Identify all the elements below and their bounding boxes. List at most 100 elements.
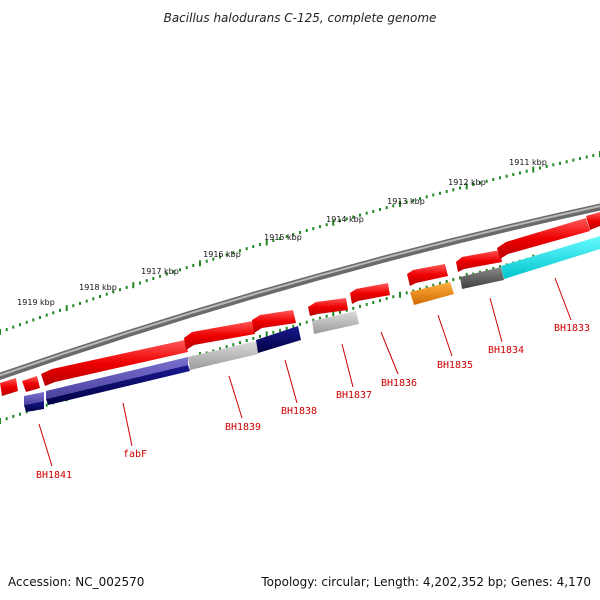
scale-label-1915: 1915 kbp: [264, 233, 302, 242]
gene-label-bh1838[interactable]: BH1838: [281, 406, 317, 417]
gene-arrow[interactable]: [407, 264, 448, 286]
scale-labels: 1911 kbp 1912 kbp 1913 kbp 1914 kbp 1915…: [17, 158, 547, 307]
scale-tick: [339, 219, 341, 223]
gene-label-bh1841[interactable]: BH1841: [36, 470, 72, 481]
scale-tick: [392, 295, 395, 299]
scale-tick: [432, 283, 435, 287]
scale-tick: [432, 193, 435, 197]
gene-bar-slate[interactable]: [24, 392, 44, 405]
scale-tick: [319, 225, 321, 229]
scale-tick: [85, 299, 88, 303]
scale-tick: [105, 292, 108, 296]
scale-tick: [365, 302, 368, 306]
gene-arrow[interactable]: [184, 321, 255, 350]
scale-tick: [125, 285, 128, 289]
scale-tick: [119, 288, 121, 292]
scale-tick: [32, 318, 35, 322]
scale-tick: [379, 208, 381, 211]
gene-arrow[interactable]: [456, 250, 502, 272]
scale-tick: [212, 349, 215, 353]
scale-tick: [0, 418, 1, 424]
gene-arrow[interactable]: [308, 298, 348, 316]
gene-bar-cyan[interactable]: [501, 236, 600, 279]
gene-label-bh1833[interactable]: BH1833: [554, 323, 590, 334]
scale-label-1919: 1919 kbp: [17, 298, 55, 307]
gene-label-fabf[interactable]: fabF: [123, 449, 147, 460]
scale-tick: [352, 215, 355, 219]
scale-tick: [59, 308, 61, 312]
gene-label-bh1837[interactable]: BH1837: [336, 390, 372, 401]
gene-arrow[interactable]: [22, 376, 40, 392]
gene-label-bh1839[interactable]: BH1839: [225, 422, 261, 433]
scale-tick: [452, 188, 455, 192]
scale-tick: [305, 229, 308, 232]
scale-tick: [425, 195, 428, 199]
scale-tick: [592, 154, 595, 157]
gene-arrow[interactable]: [497, 218, 590, 259]
gene-label-bh1834[interactable]: BH1834: [488, 345, 524, 356]
gene-label-bh1836[interactable]: BH1836: [381, 378, 417, 389]
scale-tick: [219, 255, 221, 259]
scale-tick: [259, 243, 261, 247]
scale-tick: [359, 304, 361, 308]
scale-tick: [225, 345, 228, 349]
gene-bar-slate[interactable]: [46, 357, 188, 399]
scale-tick: [332, 219, 335, 226]
gene-arrow[interactable]: [41, 340, 188, 386]
scale-tick: [325, 223, 328, 227]
scale-tick: [192, 264, 195, 267]
scale-tick: [5, 417, 8, 421]
scale-tick: [45, 403, 48, 407]
scale-tick: [225, 253, 228, 257]
gene-label-bh1835[interactable]: BH1835: [437, 360, 473, 371]
scale-tick: [452, 278, 455, 282]
scale-tick: [212, 257, 215, 261]
scale-tick: [412, 289, 415, 293]
scale-tick: [199, 260, 201, 267]
gene-bar-gray[interactable]: [188, 341, 258, 370]
scale-tick: [179, 268, 181, 272]
scale-tick: [392, 204, 395, 208]
scale-tick: [172, 270, 175, 274]
reverse-strand-genes: [24, 236, 600, 412]
scale-tick: [405, 200, 408, 204]
scale-tick: [265, 331, 268, 338]
scale-label-1913: 1913 kbp: [387, 197, 425, 206]
scale-tick: [372, 301, 375, 304]
scale-tick: [499, 265, 501, 269]
forward-strand-genes: [0, 212, 600, 396]
gene-bar-navy[interactable]: [256, 326, 301, 353]
scale-tick: [292, 233, 295, 236]
gene-arrow[interactable]: [0, 378, 18, 396]
scale-label-1918: 1918 kbp: [79, 283, 117, 292]
scale-tick: [292, 324, 295, 328]
gene-bar-darkgray[interactable]: [460, 267, 504, 289]
scale-tick: [232, 343, 235, 347]
scale-tick: [65, 305, 68, 312]
gene-arrow[interactable]: [350, 283, 390, 304]
gene-arrow[interactable]: [252, 310, 296, 333]
scale-tick: [472, 183, 475, 187]
scale-tick: [359, 213, 361, 217]
scale-tick: [112, 290, 115, 294]
scale-tick: [479, 181, 481, 185]
scale-tick: [285, 326, 288, 330]
gene-bar-navy[interactable]: [24, 401, 44, 412]
scale-tick: [272, 239, 275, 242]
gene-bar-gray[interactable]: [312, 311, 359, 334]
scale-tick: [405, 291, 408, 295]
scale-tick: [492, 178, 495, 181]
gene-bar-navy[interactable]: [46, 365, 190, 405]
gene-arrow[interactable]: [586, 212, 600, 230]
scale-tick: [399, 201, 401, 207]
scale-tick: [585, 155, 588, 159]
scale-tick: [245, 339, 248, 342]
gene-label-leaders: [38, 277, 572, 467]
scale-tick: [239, 249, 241, 253]
scale-tick: [345, 217, 348, 221]
scale-tick: [245, 247, 248, 251]
gene-bar-orange[interactable]: [410, 282, 454, 305]
scale-tick: [459, 186, 461, 190]
scale-tick: [185, 266, 188, 270]
scale-tick: [565, 160, 568, 164]
